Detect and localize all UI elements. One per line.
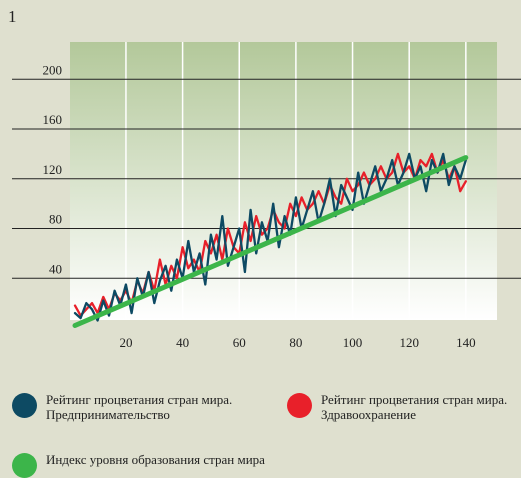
legend-item: Рейтинг процветания стран мира. Предприн… — [12, 392, 261, 422]
x-tick-label: 100 — [343, 335, 363, 350]
y-tick-label: 40 — [49, 261, 62, 276]
x-tick-label: 60 — [233, 335, 246, 350]
line-series — [72, 155, 469, 328]
chart-title: 1 — [8, 7, 17, 26]
legend-label: Индекс уровня образования стран мира — [46, 452, 265, 467]
x-tick-label: 140 — [456, 335, 476, 350]
x-tick-label: 120 — [399, 335, 419, 350]
y-tick-label: 120 — [43, 162, 63, 177]
x-tick-label: 40 — [176, 335, 189, 350]
legend-label: Рейтинг процветания стран мира. Здравоох… — [321, 392, 508, 422]
chart: 1 20 40 60 80 100 120 140 40 80 120 160 200 — [8, 7, 521, 350]
line-series — [73, 152, 467, 322]
legend-swatch — [12, 453, 37, 478]
y-tick-label: 80 — [49, 212, 62, 227]
legend-swatch — [287, 393, 312, 418]
legend-label: Рейтинг процветания стран мира. Предприн… — [46, 392, 233, 422]
legend-item: Индекс уровня образования стран мира — [12, 452, 346, 478]
y-tick-label: 160 — [43, 112, 63, 127]
x-tick-label: 20 — [119, 335, 132, 350]
y-tick-label: 200 — [43, 62, 63, 77]
x-tick-label: 80 — [289, 335, 302, 350]
legend-item: Рейтинг процветания стран мира. Здравоох… — [287, 392, 521, 422]
plot-background — [70, 42, 497, 320]
legend-swatch — [12, 393, 37, 418]
